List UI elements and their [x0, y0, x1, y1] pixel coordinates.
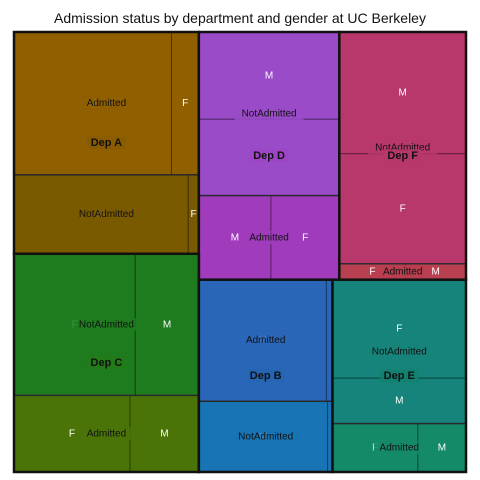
cell-dep-c-admitted-m-label: M: [160, 428, 168, 439]
cell-dep-c-notadmitted-m-label: M: [163, 319, 171, 330]
group-label-dep-a-admitted: Admitted: [87, 98, 126, 109]
group-label-dep-b-notadmitted: NotAdmitted: [238, 431, 293, 442]
cell-dep-d-admitted-f-label: F: [302, 232, 308, 243]
group-label-dep-e-notadmitted: NotAdmitted: [372, 346, 427, 357]
group-label-dep-f-admitted: Admitted: [383, 266, 422, 277]
group-label-dep-c-notadmitted: NotAdmitted: [79, 319, 134, 330]
cell-dep-f-admitted-f-label: F: [369, 266, 375, 277]
cell-dep-a-notadmitted-f-label: F: [191, 209, 197, 220]
cell-dep-e-notadmitted-m-label: M: [395, 396, 403, 407]
cell-dep-f-notadmitted-f-label: F: [400, 203, 406, 214]
cell-dep-e-notadmitted-f-label: F: [396, 324, 402, 335]
department-label-dep-d: Dep D: [253, 150, 285, 162]
cell-dep-e-admitted-m-label: M: [438, 442, 446, 453]
department-label-dep-b: Dep B: [250, 370, 282, 382]
cell-dep-f-admitted-m-label: M: [432, 266, 440, 277]
cell-dep-f-notadmitted-m-label: M: [399, 88, 407, 99]
group-label-dep-d-notadmitted: NotAdmitted: [242, 108, 297, 119]
group-label-dep-a-notadmitted: NotAdmitted: [79, 209, 134, 220]
group-label-dep-c-admitted: Admitted: [87, 428, 126, 439]
group-label-dep-d-admitted: Admitted: [249, 232, 288, 243]
department-label-dep-a: Dep A: [91, 137, 122, 149]
department-label-dep-e: Dep E: [384, 370, 415, 382]
group-label-dep-b-admitted: Admitted: [246, 335, 285, 346]
group-label-dep-e-admitted: Admitted: [380, 442, 419, 453]
department-label-dep-c: Dep C: [91, 357, 123, 369]
cell-dep-d-admitted-m-label: M: [231, 232, 239, 243]
cell-dep-a-admitted-f-label: F: [182, 98, 188, 109]
cell-dep-d-notadmitted-m-label: M: [265, 70, 273, 81]
cell-dep-c-admitted-f-label: F: [69, 428, 75, 439]
department-label-dep-f: Dep F: [387, 150, 418, 162]
